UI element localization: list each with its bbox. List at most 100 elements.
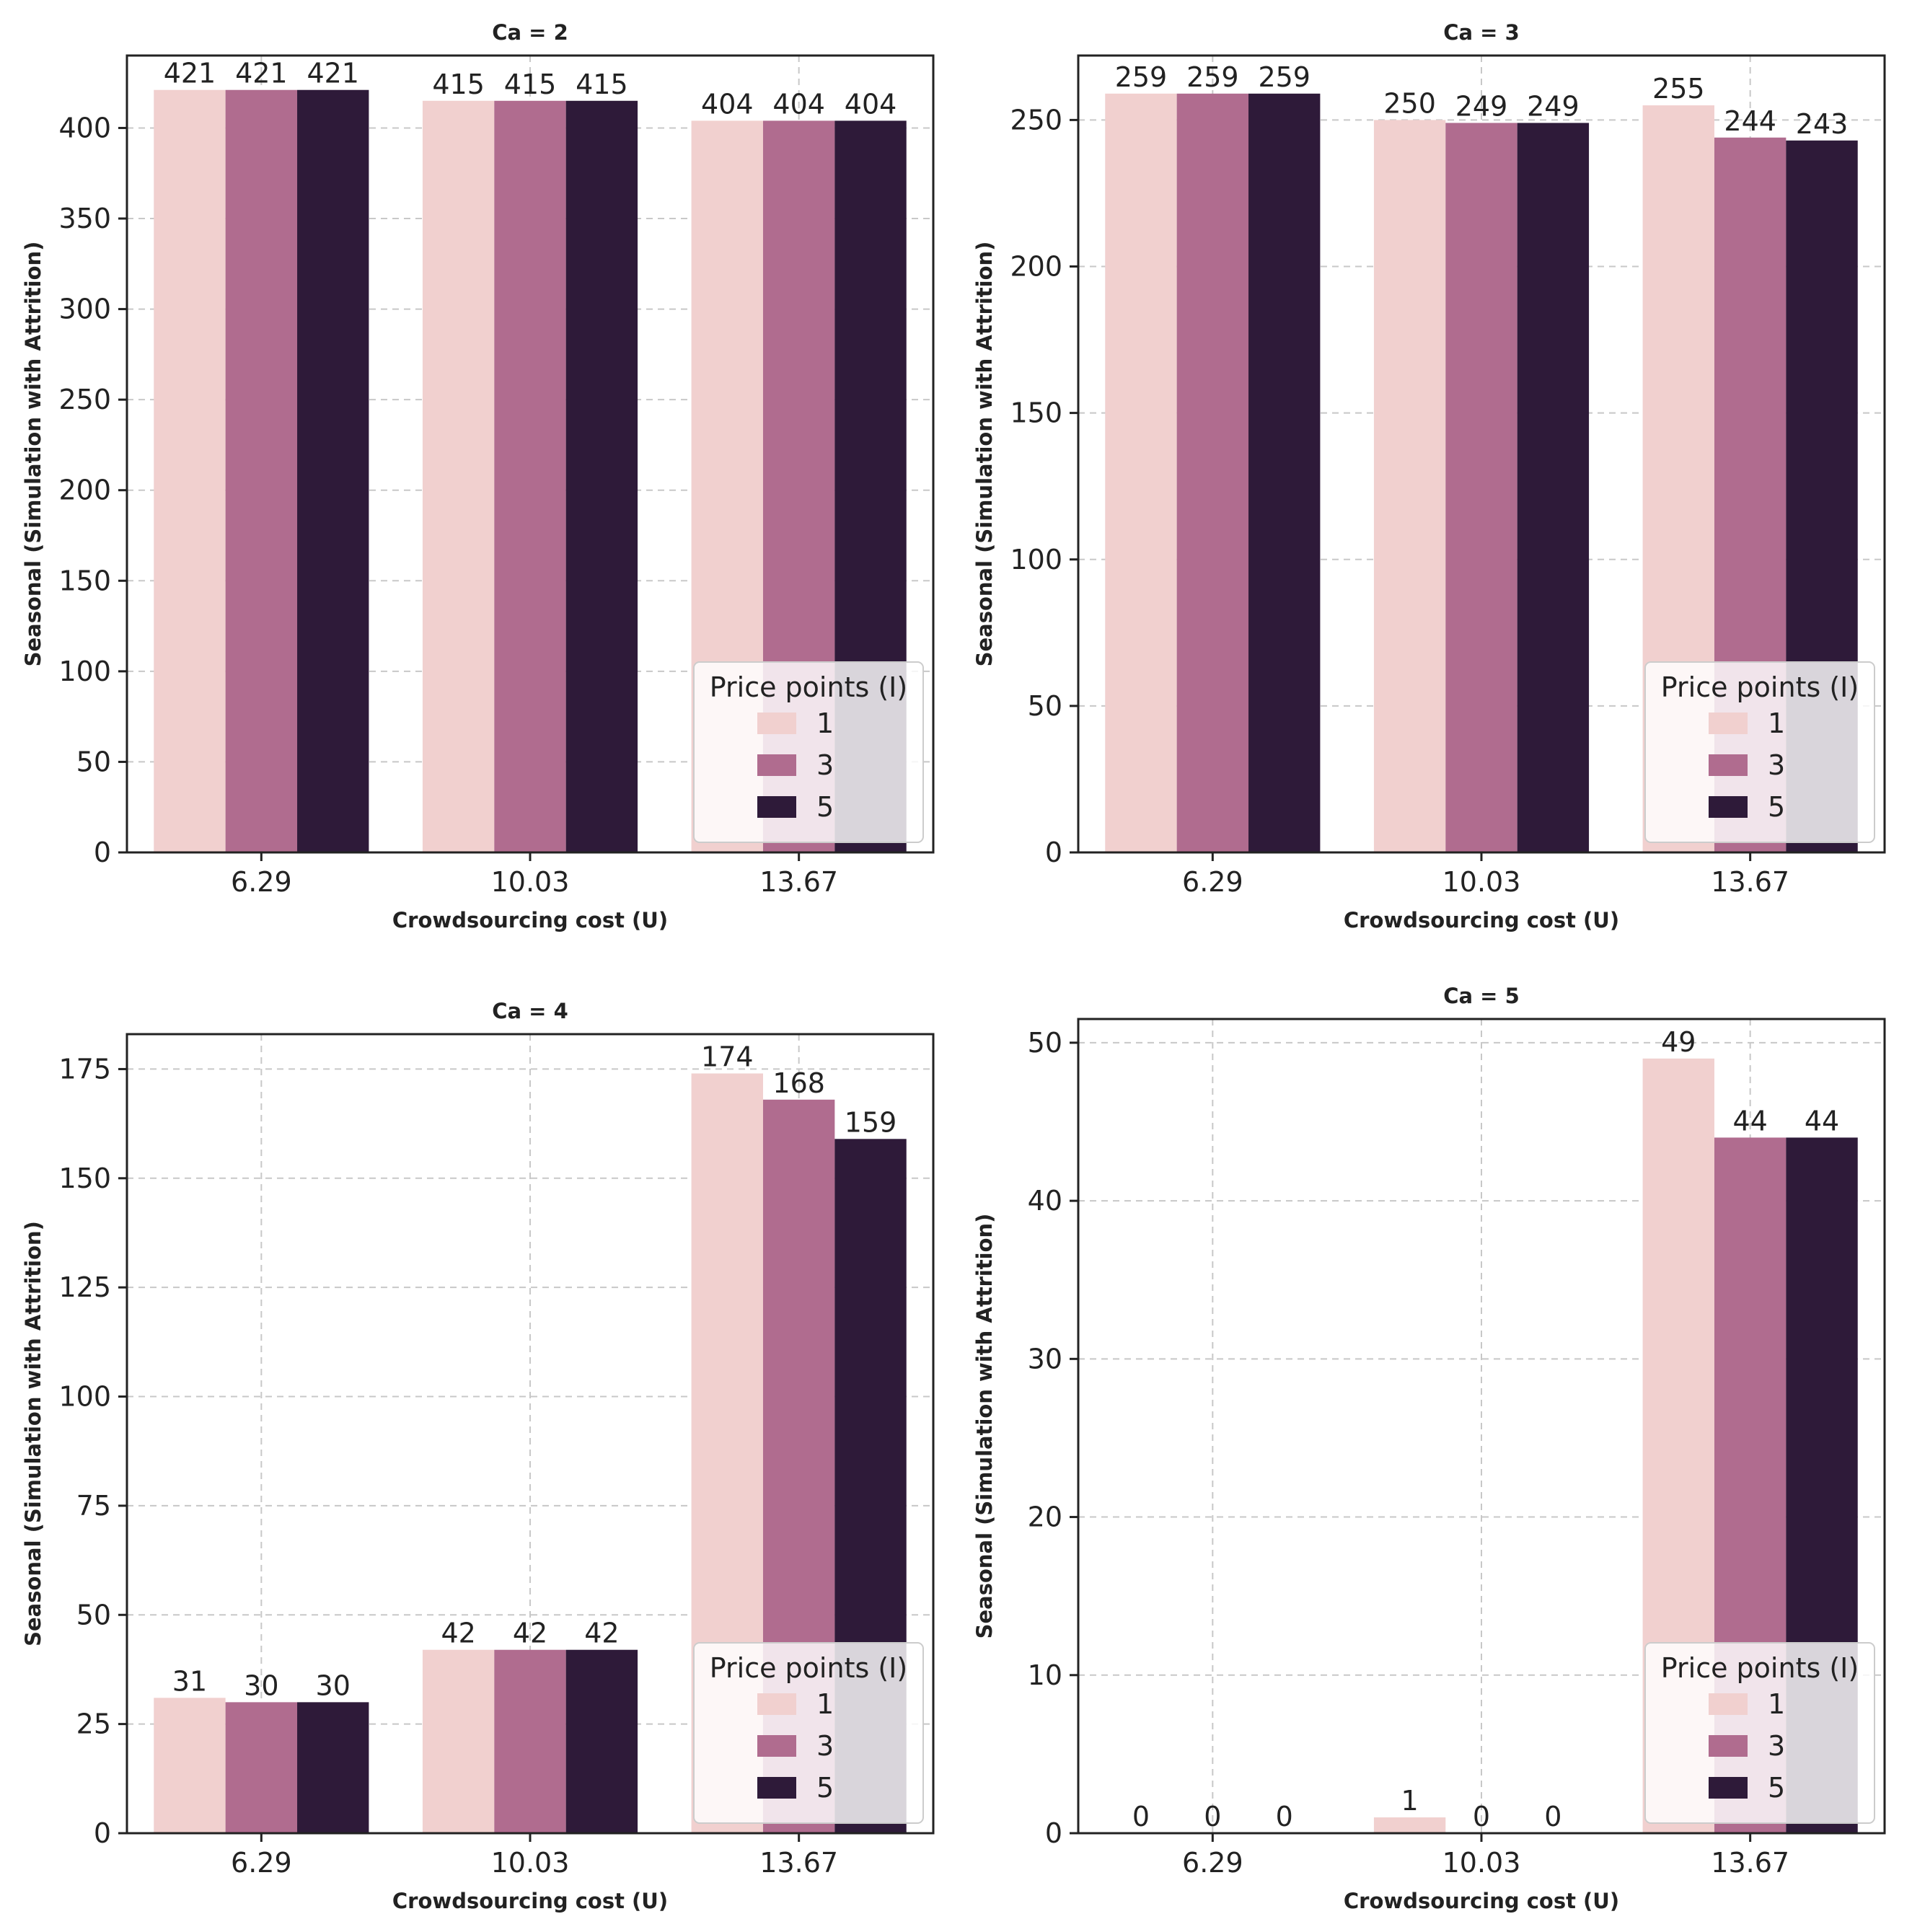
legend-swatch (757, 713, 796, 734)
y-tick-label: 250 (58, 384, 111, 415)
y-tick-label: 100 (58, 656, 111, 687)
y-tick-label: 300 (58, 294, 111, 325)
x-tick-label: 6.29 (1182, 866, 1243, 898)
x-tick-label: 13.67 (1711, 866, 1789, 898)
bar-value-label: 415 (504, 69, 557, 100)
y-tick-label: 0 (94, 837, 111, 868)
bar-value-label: 415 (432, 69, 485, 100)
legend-entry-label: 1 (1768, 707, 1785, 739)
legend: Price points (I) 1 3 5 (1644, 1642, 1875, 1824)
legend-swatch (1709, 1693, 1748, 1715)
plot-frame (125, 54, 935, 854)
bar (1373, 120, 1446, 852)
bar (225, 89, 298, 852)
bar (1445, 123, 1517, 852)
bar-value-label: 168 (772, 1067, 825, 1099)
x-tick-label: 13.67 (759, 1847, 838, 1879)
y-tick-label: 150 (1010, 397, 1062, 429)
legend-title: Price points (I) (1661, 1652, 1859, 1684)
bar (297, 1702, 369, 1833)
legend-box (1644, 1642, 1875, 1824)
y-tick-label: 50 (76, 746, 111, 777)
bar (225, 1702, 298, 1833)
x-axis-label: Crowdsourcing cost (U) (1344, 908, 1619, 932)
bar-value-label: 250 (1383, 87, 1436, 119)
bar-value-label: 0 (1276, 1801, 1293, 1832)
y-tick-label: 125 (58, 1271, 111, 1303)
bar (565, 1649, 638, 1833)
legend-title: Price points (I) (1661, 671, 1859, 703)
bar-value-label: 249 (1455, 90, 1508, 122)
bar-value-label: 255 (1652, 73, 1705, 105)
bar (154, 1698, 226, 1833)
chart-panel-2: Ca = 3 0 50 100 150 200 250 6.29 10.03 13.67 259 25… (972, 20, 1886, 932)
legend-title: Price points (I) (710, 671, 907, 703)
y-tick-label: 100 (58, 1381, 111, 1413)
plot-frame (125, 1033, 935, 1835)
legend-title: Price points (I) (710, 1652, 907, 1684)
bar-value-label: 243 (1796, 108, 1849, 140)
bar-value-label: 421 (307, 58, 359, 89)
bar-value-label: 404 (772, 88, 825, 120)
legend-entry-label: 1 (816, 707, 834, 739)
x-tick-label: 6.29 (1182, 1847, 1243, 1879)
x-axis-label: Crowdsourcing cost (U) (392, 1889, 668, 1913)
legend-entry-label: 5 (816, 791, 834, 823)
bar (1105, 93, 1177, 852)
bar-value-label: 1 (1401, 1785, 1419, 1817)
y-tick-label: 50 (76, 1599, 111, 1631)
bar-value-label: 159 (845, 1106, 897, 1138)
legend-swatch (1709, 754, 1748, 776)
bar-value-label: 0 (1544, 1801, 1561, 1832)
x-tick-label: 6.29 (231, 866, 292, 898)
bar-value-label: 421 (235, 58, 288, 89)
bar-value-label: 249 (1527, 90, 1580, 122)
legend-entry-label: 3 (1768, 1730, 1785, 1762)
legend-entry-label: 3 (1768, 749, 1785, 781)
legend-swatch (757, 796, 796, 818)
y-axis-label: Seasonal (Simulation with Attrition) (972, 242, 997, 667)
y-tick-label: 250 (1010, 104, 1062, 136)
bar-value-label: 259 (1258, 61, 1310, 93)
x-axis-label: Crowdsourcing cost (U) (1344, 1889, 1619, 1913)
legend-box (693, 1642, 924, 1824)
y-tick-label: 30 (1028, 1343, 1062, 1375)
legend-swatch (1709, 713, 1748, 734)
bar-value-label: 0 (1204, 1801, 1221, 1832)
y-tick-label: 350 (58, 203, 111, 234)
bar-value-label: 42 (584, 1618, 619, 1649)
bar (565, 100, 638, 853)
bar (154, 89, 226, 852)
bar-value-label: 174 (701, 1041, 754, 1072)
bar (1176, 93, 1249, 852)
x-tick-label: 13.67 (1711, 1847, 1789, 1879)
y-axis-label: Seasonal (Simulation with Attrition) (972, 1214, 997, 1639)
y-tick-label: 50 (1028, 1027, 1062, 1059)
bar-value-label: 244 (1724, 105, 1776, 137)
bar-value-label: 259 (1186, 61, 1239, 93)
legend-box (693, 661, 924, 843)
bar-value-label: 30 (244, 1669, 278, 1701)
legend-entry-label: 3 (816, 749, 834, 781)
y-tick-label: 100 (1010, 544, 1062, 575)
x-tick-label: 10.03 (491, 1847, 570, 1879)
bar-value-label: 49 (1661, 1026, 1696, 1058)
chart-panel-1: Ca = 2 0 50 100 150 200 250 300 350 400 6.29 10.03 1… (21, 20, 935, 932)
y-tick-label: 150 (58, 1163, 111, 1194)
y-tick-label: 200 (1010, 251, 1062, 283)
bar (1517, 123, 1590, 852)
bar-value-label: 42 (513, 1618, 547, 1649)
chart-title: Ca = 4 (492, 999, 568, 1023)
bar-value-label: 44 (1732, 1105, 1767, 1137)
bar-value-label: 0 (1132, 1801, 1150, 1832)
x-tick-label: 13.67 (759, 866, 838, 898)
y-tick-label: 400 (58, 112, 111, 144)
bar-value-label: 44 (1805, 1105, 1839, 1137)
x-tick-label: 10.03 (491, 866, 570, 898)
y-tick-label: 0 (94, 1817, 111, 1849)
bar (422, 100, 495, 853)
chart-panel-3: Ca = 4 0 25 50 75 100 125 150 175 6.29 10.03 13.67 3… (21, 999, 935, 1913)
bar (494, 1649, 566, 1833)
